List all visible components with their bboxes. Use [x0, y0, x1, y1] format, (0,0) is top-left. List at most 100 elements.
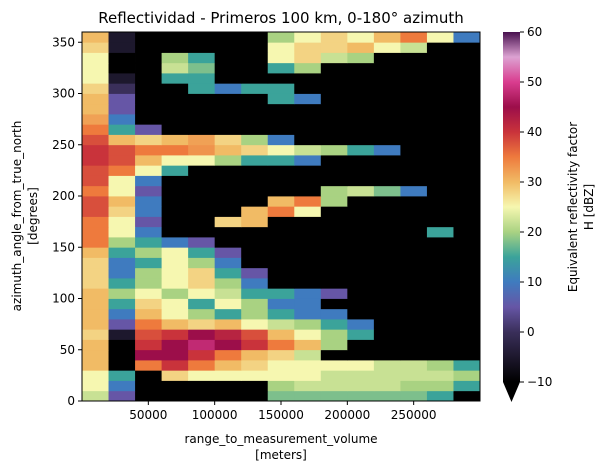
heatmap-cell: [161, 32, 189, 43]
colorbar: [503, 32, 520, 382]
heatmap-cell: [294, 298, 322, 310]
heatmap-cell: [108, 370, 136, 381]
heatmap-cell: [135, 52, 162, 64]
heatmap-cell: [108, 380, 136, 392]
heatmap-cell: [294, 62, 322, 74]
heatmap-cell: [161, 165, 189, 176]
heatmap-cell: [294, 83, 322, 94]
heatmap-cell: [188, 196, 216, 207]
heatmap-cell: [320, 226, 348, 238]
heatmap-cell: [373, 360, 401, 371]
heatmap-cell: [453, 103, 481, 115]
heatmap-cell: [400, 124, 428, 135]
heatmap-cell: [294, 103, 322, 115]
heatmap-cell: [320, 298, 348, 310]
heatmap-cell: [161, 278, 189, 289]
heatmap-cell: [214, 308, 242, 320]
heatmap-cell: [373, 175, 401, 187]
heatmap-cell: [320, 32, 348, 43]
heatmap-cell: [267, 216, 295, 228]
heatmap-cell: [373, 308, 401, 320]
heatmap-cell: [108, 52, 136, 64]
heatmap-cell: [188, 329, 216, 340]
heatmap-cell: [135, 103, 162, 115]
heatmap-cell: [373, 380, 401, 392]
heatmap-cell: [135, 165, 162, 176]
heatmap-cell: [188, 380, 216, 392]
heatmap-cell: [347, 298, 375, 310]
heatmap-cell: [82, 308, 109, 320]
heatmap-cell: [320, 237, 348, 248]
heatmap-cell: [82, 329, 109, 340]
heatmap-cell: [214, 185, 242, 197]
heatmap-cell: [347, 196, 375, 207]
heatmap-cell: [241, 155, 269, 166]
heatmap-cell: [161, 288, 189, 299]
heatmap-cell: [294, 288, 322, 299]
heatmap-cell: [373, 73, 401, 84]
heatmap-cell: [241, 390, 269, 402]
heatmap-cell: [135, 73, 162, 84]
heatmap-cell: [453, 185, 481, 197]
heatmap-cell: [347, 155, 375, 166]
heatmap-cell: [108, 42, 136, 53]
heatmap-cell: [108, 32, 136, 43]
heatmap-cell: [373, 52, 401, 64]
heatmap-cell: [108, 390, 136, 402]
heatmap-cell: [373, 278, 401, 289]
heatmap-cell: [188, 73, 216, 84]
heatmap-cell: [267, 134, 295, 146]
heatmap-cell: [294, 144, 322, 156]
heatmap-cell: [320, 165, 348, 176]
heatmap-cell: [267, 288, 295, 299]
heatmap-cell: [135, 175, 162, 187]
heatmap-cell: [426, 329, 454, 340]
heatmap-cell: [400, 144, 428, 156]
heatmap-cell: [294, 339, 322, 351]
heatmap-cell: [400, 390, 428, 402]
heatmap-cell: [453, 257, 481, 269]
heatmap-cell: [82, 83, 109, 94]
heatmap-cell: [347, 267, 375, 279]
heatmap-cell: [400, 370, 428, 381]
heatmap-cell: [108, 237, 136, 248]
heatmap-cell: [241, 360, 269, 371]
heatmap-cell: [426, 349, 454, 361]
heatmap-cell: [188, 308, 216, 320]
heatmap-cell: [373, 247, 401, 258]
heatmap-cell: [188, 339, 216, 351]
heatmap-cell: [267, 257, 295, 269]
heatmap-cell: [373, 114, 401, 125]
heatmap-cell: [347, 83, 375, 94]
heatmap-cell: [108, 267, 136, 279]
heatmap-cell: [294, 134, 322, 146]
heatmap-cell: [294, 349, 322, 361]
heatmap-cell: [161, 206, 189, 217]
heatmap-cell: [373, 288, 401, 299]
heatmap-cell: [400, 62, 428, 74]
heatmap-cell: [347, 206, 375, 217]
heatmap-cell: [188, 134, 216, 146]
heatmap-cell: [135, 308, 162, 320]
heatmap-cell: [347, 134, 375, 146]
heatmap-cell: [400, 257, 428, 269]
heatmap-cell: [426, 134, 454, 146]
colorbar-label: Equivalent reflectivity factor: [566, 122, 580, 292]
heatmap-cell: [453, 114, 481, 125]
heatmap-cell: [294, 52, 322, 64]
heatmap-cell: [400, 52, 428, 64]
colorbar-tick-label: 40: [527, 125, 542, 139]
heatmap-cell: [294, 329, 322, 340]
heatmap-cell: [135, 278, 162, 289]
heatmap-cell: [241, 73, 269, 84]
heatmap-cell: [188, 206, 216, 217]
heatmap-cell: [426, 196, 454, 207]
heatmap-cell: [214, 319, 242, 330]
heatmap-cell: [320, 52, 348, 64]
heatmap-cell: [82, 380, 109, 392]
heatmap-cell: [347, 124, 375, 135]
heatmap-cell: [214, 42, 242, 53]
heatmap-cell: [453, 124, 481, 135]
heatmap-cell: [400, 155, 428, 166]
heatmap-cell: [108, 206, 136, 217]
